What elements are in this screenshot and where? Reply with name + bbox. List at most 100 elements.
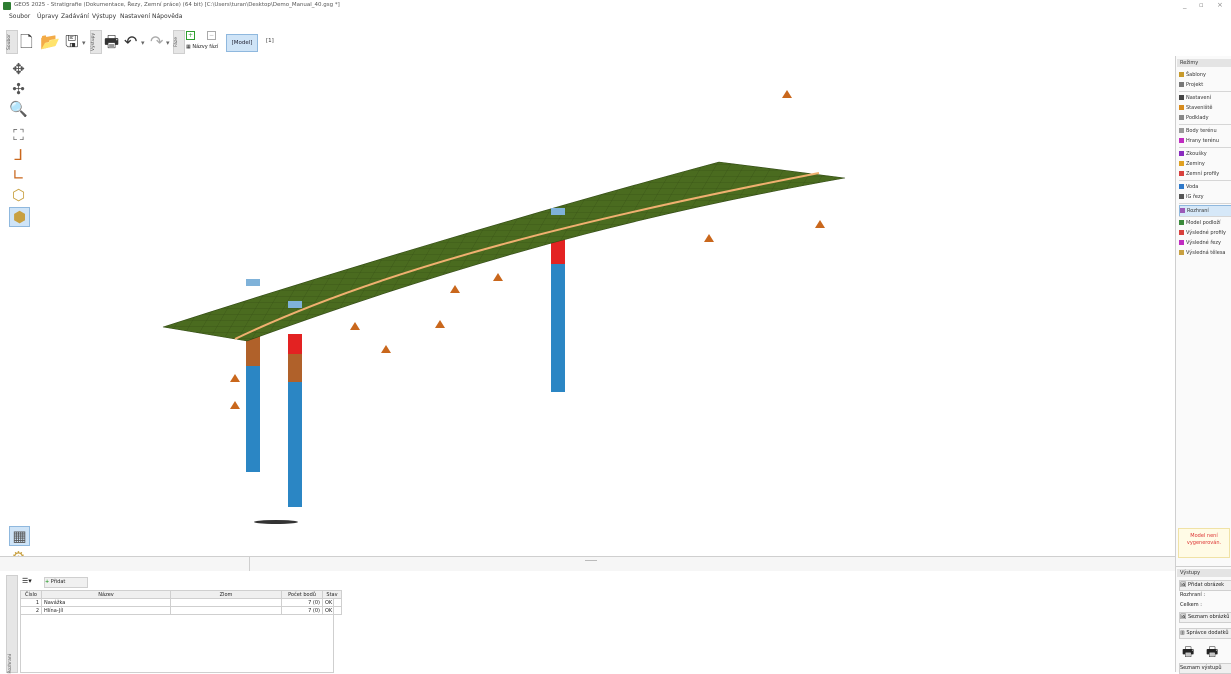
menu-input[interactable]: Zadávání	[61, 13, 89, 20]
minimize-button[interactable]: _	[1183, 1, 1187, 9]
mode-item[interactable]: Zemní profily	[1179, 169, 1231, 179]
mode-separator	[1179, 124, 1231, 125]
mode-label: Podklady	[1186, 115, 1209, 121]
shadow	[254, 520, 298, 524]
move-icon[interactable]: ✥	[12, 60, 25, 78]
rotate-icon[interactable]: ✣	[12, 80, 25, 98]
add-button-label: Přidat	[50, 579, 66, 585]
save-dropdown-icon[interactable]: ▾	[82, 39, 86, 47]
column-name[interactable]: Název	[41, 590, 171, 599]
tab-file[interactable]: Soubor	[6, 30, 18, 54]
add-image-button[interactable]: 🖼 Přidat obrázek	[1179, 580, 1231, 591]
stage-names-button[interactable]: ▦ Názvy fází	[186, 44, 218, 50]
outputs-header: Výstupy	[1177, 569, 1231, 577]
splitter-divider	[249, 557, 250, 572]
model-button[interactable]: [Model]	[226, 34, 258, 52]
tab-interface-side[interactable]: Rozhraní	[6, 575, 18, 674]
mode-item[interactable]: Podklady	[1179, 113, 1231, 123]
menu-settings[interactable]: Nastavení	[120, 13, 151, 20]
remove-stage-icon[interactable]: −	[207, 31, 216, 40]
mode-item[interactable]: Hrany terénu	[1179, 136, 1231, 146]
mode-icon	[1179, 184, 1184, 189]
mode-separator	[1179, 216, 1231, 217]
row-status: OK	[322, 606, 342, 615]
undo-dropdown-icon[interactable]: ▾	[141, 39, 145, 47]
save-icon[interactable]: 🖫	[65, 32, 79, 51]
splitter-handle-icon[interactable]	[585, 560, 597, 563]
mode-item[interactable]: Zeminy	[1179, 159, 1231, 169]
output-list-button[interactable]: Seznam výstupů	[1179, 663, 1231, 674]
model-warning: Model není vygenerován.	[1178, 528, 1230, 558]
fit-view-icon[interactable]: ⛶	[13, 126, 24, 144]
view-top-icon[interactable]: ⬡	[11, 186, 26, 204]
close-button[interactable]: ×	[1217, 1, 1223, 9]
list-images-button[interactable]: 🖼 Seznam obrázků	[1179, 612, 1231, 623]
mode-icon	[1180, 208, 1185, 213]
column-points[interactable]: Počet bodů	[281, 590, 323, 599]
tab-outputs[interactable]: Výstupy	[90, 30, 102, 54]
mode-item[interactable]: Projekt	[1179, 80, 1231, 90]
mode-item[interactable]: Výsledné profily	[1179, 228, 1231, 238]
3d-viewport[interactable]	[37, 56, 1175, 556]
mode-label: Hrany terénu	[1186, 138, 1219, 144]
view-3d-icon[interactable]: ⬢	[9, 207, 30, 227]
mode-item[interactable]: Staveniště	[1179, 103, 1231, 113]
left-toolbar: ✥ ✣ 🔍 ⛶ ⅃ ∟ ⬡ ⬢ ▦ ⚙	[0, 56, 38, 574]
print-all-icon[interactable]: 🖶	[1206, 645, 1219, 660]
redo-icon[interactable]: ↷	[150, 32, 164, 51]
axes-3d-icon[interactable]: ⅃	[14, 146, 23, 164]
zoom-icon[interactable]: 🔍	[9, 100, 28, 118]
mode-label: Rozhraní	[1187, 208, 1209, 214]
mode-item[interactable]: Voda	[1179, 182, 1231, 192]
list-images-label: Seznam obrázků	[1187, 614, 1230, 620]
column-status[interactable]: Stav	[322, 590, 342, 599]
tab-stage[interactable]: Fáze	[173, 30, 185, 54]
axes-2d-icon[interactable]: ∟	[12, 166, 25, 184]
row-name: Navážka	[41, 598, 171, 607]
mode-label: Zkoušky	[1186, 151, 1207, 157]
list-view-icon[interactable]: ☰▾	[22, 577, 32, 585]
mode-separator	[1179, 147, 1231, 148]
mode-item[interactable]: Výsledné řezy	[1179, 238, 1231, 248]
menu-help[interactable]: Nápověda	[152, 13, 183, 20]
print-output-icon[interactable]: 🖶	[1182, 645, 1195, 660]
column-number[interactable]: Číslo	[20, 590, 42, 599]
mode-label: Voda	[1186, 184, 1199, 190]
mode-item[interactable]: Model podloží	[1179, 218, 1231, 228]
mode-icon	[1179, 128, 1184, 133]
mode-item[interactable]: Výsledná tělesa	[1179, 248, 1231, 258]
open-folder-icon[interactable]: 📂	[40, 32, 60, 51]
terrain-surface	[162, 161, 846, 342]
new-file-icon[interactable]: 🗋	[20, 32, 33, 51]
add-stage-icon[interactable]: +	[186, 31, 195, 40]
print-icon[interactable]: 🖶	[104, 32, 120, 51]
mode-item[interactable]: Body terénu	[1179, 126, 1231, 136]
mode-label: IG řezy	[1186, 194, 1204, 200]
attachments-button[interactable]: ▥ Správce dodatků	[1179, 628, 1231, 639]
redo-dropdown-icon[interactable]: ▾	[166, 39, 170, 47]
mode-item[interactable]: Šablony	[1179, 70, 1231, 80]
menu-file[interactable]: Soubor	[9, 13, 31, 20]
table-view-icon[interactable]: ▦	[9, 526, 30, 546]
column-break[interactable]: Zlom	[170, 590, 282, 599]
stage-number[interactable]: [1]	[266, 38, 274, 44]
menu-edit[interactable]: Úpravy	[37, 13, 59, 20]
mode-item[interactable]: IG řezy	[1179, 192, 1231, 202]
row-name: Hlína-Jíl	[41, 606, 171, 615]
mode-icon	[1179, 82, 1184, 87]
interfaces-table: Číslo Název Zlom Počet bodů Stav 1 Naváž…	[20, 590, 342, 615]
mode-icon	[1179, 95, 1184, 100]
menu-outputs[interactable]: Výstupy	[92, 13, 117, 20]
undo-icon[interactable]: ↶	[124, 32, 138, 51]
row-points: 7 (0)	[281, 598, 323, 607]
mode-item[interactable]: Nastavení	[1179, 93, 1231, 103]
total-count-label: Celkem :	[1180, 602, 1202, 608]
add-button[interactable]: + Přidat	[44, 577, 88, 588]
table-row[interactable]: 2 Hlína-Jíl 7 (0) OK	[20, 606, 342, 615]
mode-item[interactable]: Zkoušky	[1179, 149, 1231, 159]
mode-icon	[1179, 230, 1184, 235]
table-row[interactable]: 1 Navážka 7 (0) OK	[20, 598, 342, 607]
mode-icon	[1179, 171, 1184, 176]
mode-label: Výsledná tělesa	[1186, 250, 1226, 256]
maximize-button[interactable]: ▫	[1199, 1, 1204, 9]
